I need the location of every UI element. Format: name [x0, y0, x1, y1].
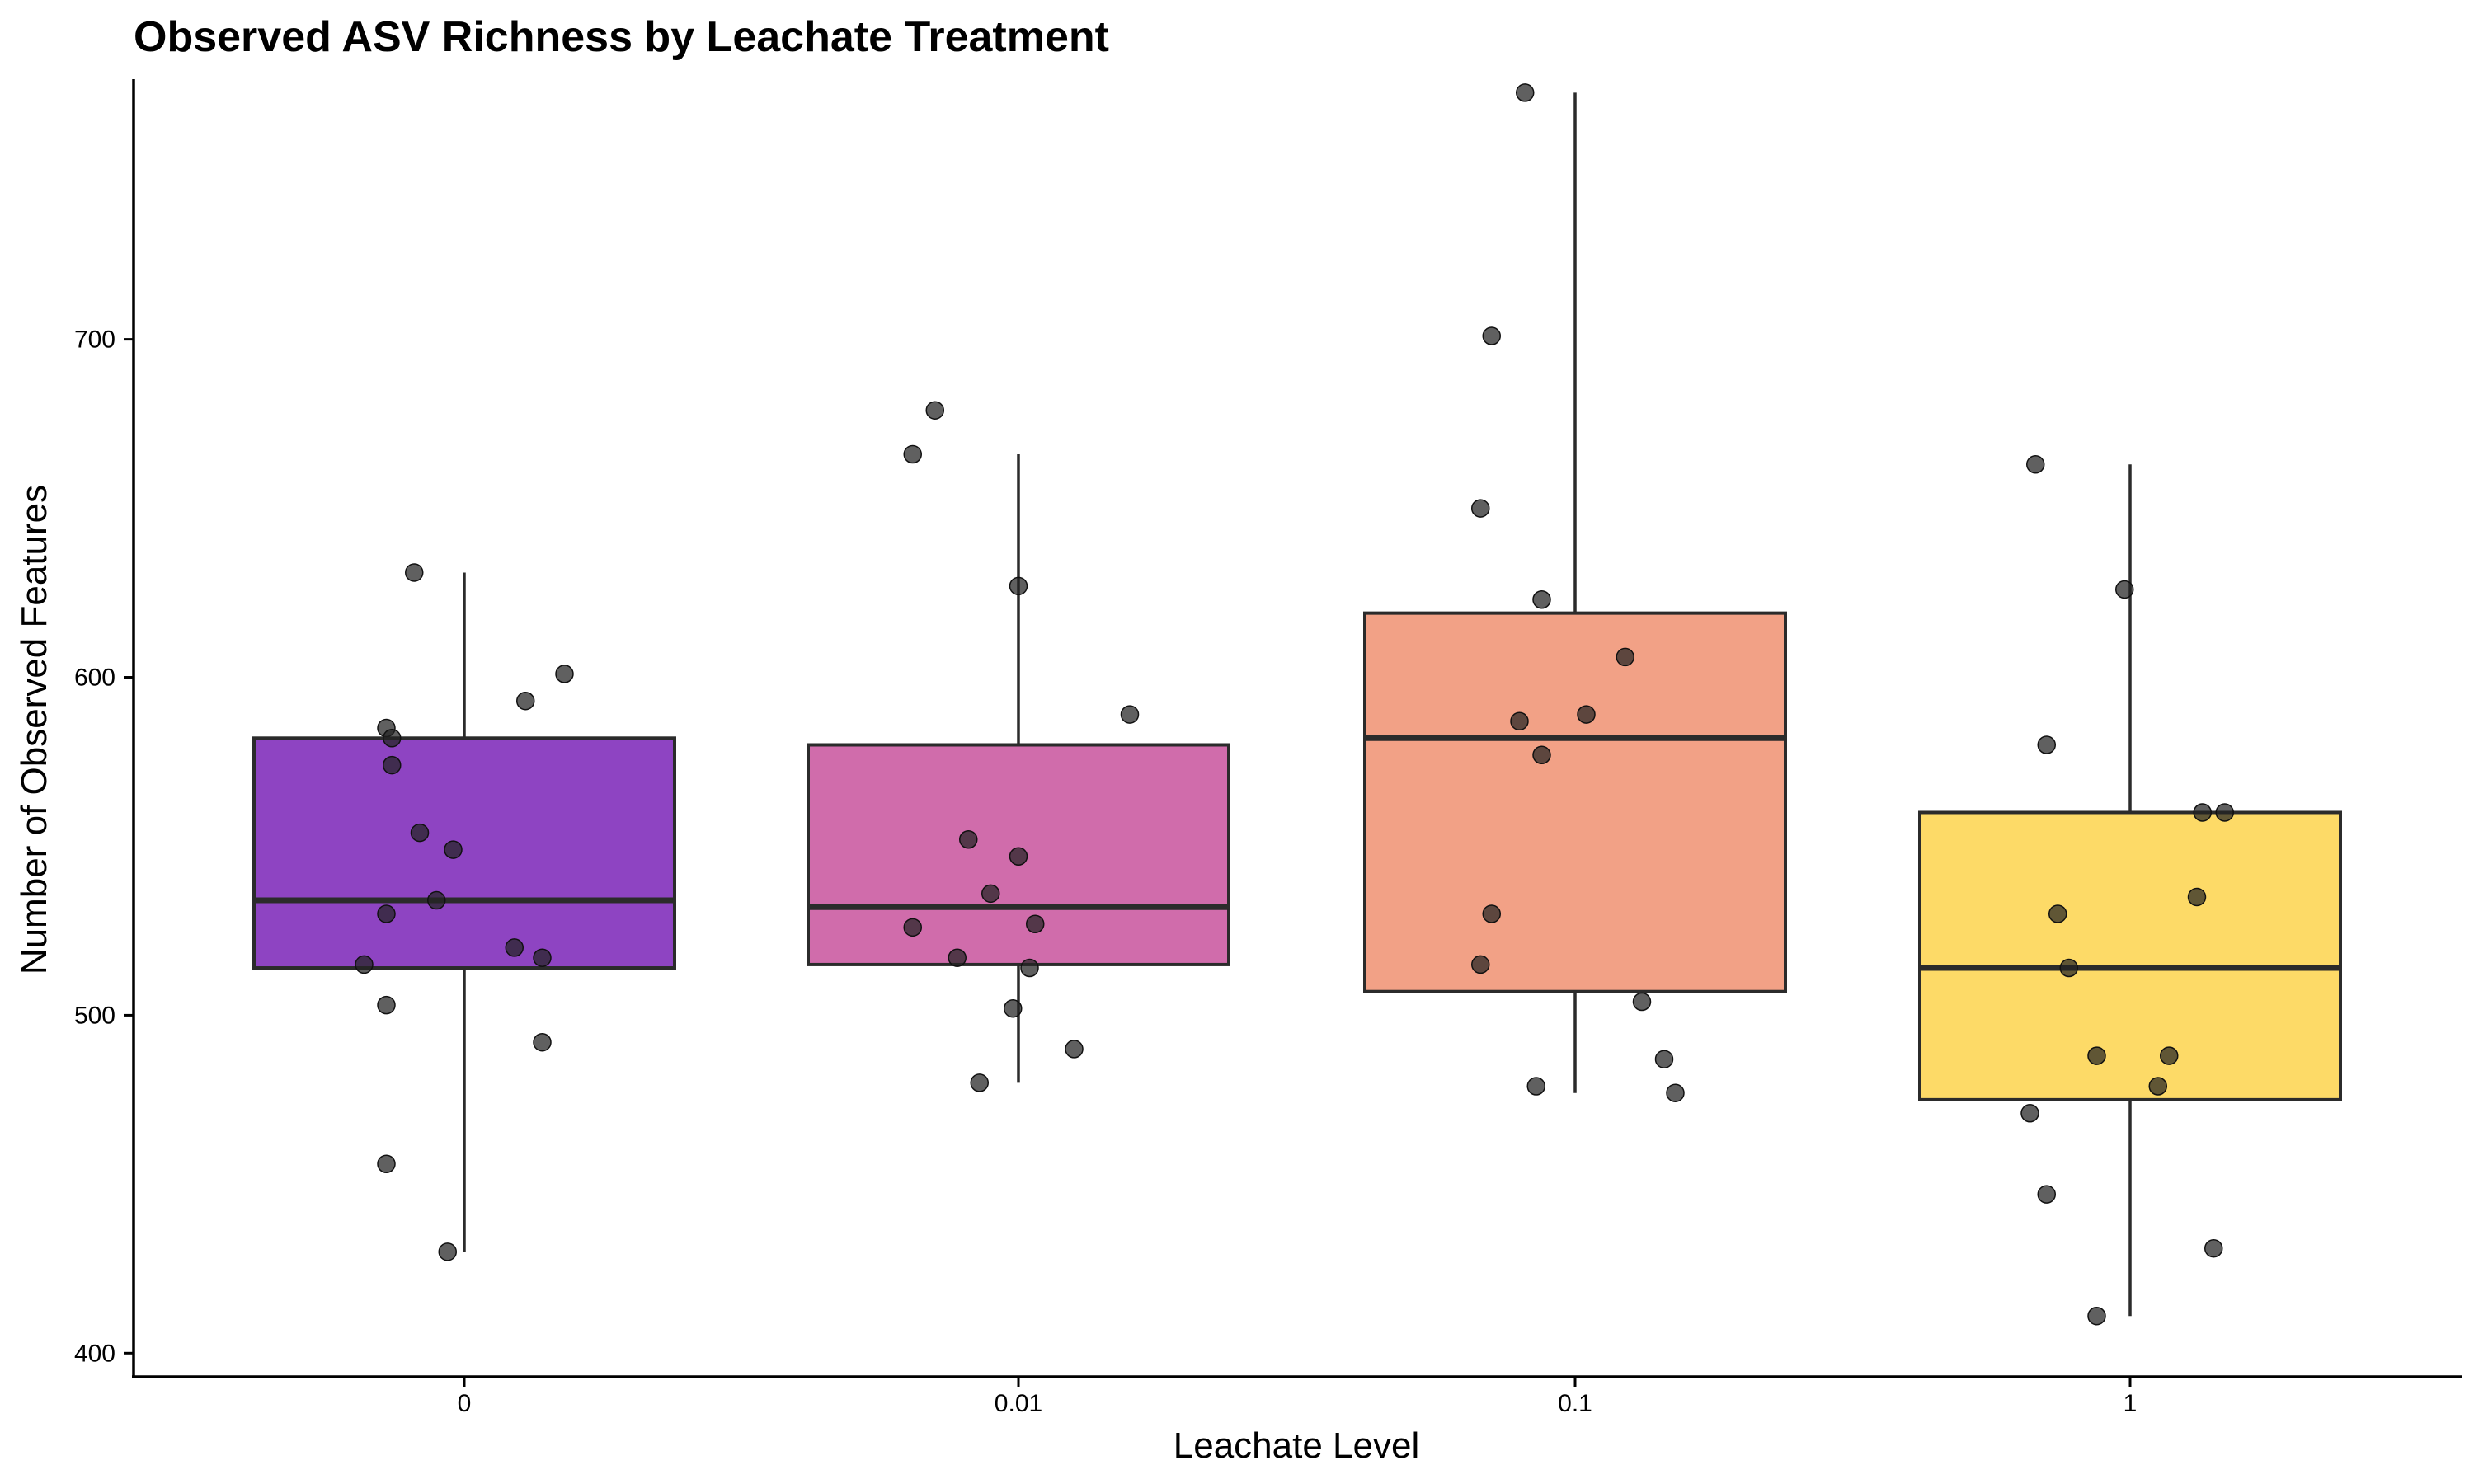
data-point-0-13 — [377, 995, 396, 1015]
data-point-0.01-9 — [948, 948, 967, 967]
data-point-1-10 — [2148, 1077, 2167, 1096]
y-tick-label-500: 500 — [74, 1002, 115, 1029]
data-point-0.1-0 — [1516, 83, 1535, 102]
data-point-0-10 — [505, 938, 524, 957]
data-point-0.1-1 — [1482, 326, 1501, 345]
data-point-0.01-10 — [1020, 958, 1039, 978]
data-point-0.1-12 — [1526, 1077, 1545, 1096]
data-point-0-12 — [355, 955, 374, 974]
data-point-1-14 — [2087, 1306, 2106, 1326]
data-point-1-9 — [2160, 1046, 2179, 1065]
points-group-1 — [2020, 455, 2234, 1326]
points-group-0.01 — [903, 401, 1140, 1092]
data-point-1-1 — [2115, 580, 2134, 599]
data-point-0.01-2 — [1009, 576, 1028, 596]
data-point-0.1-2 — [1471, 499, 1490, 518]
data-point-0.1-8 — [1482, 904, 1501, 923]
x-tick-label-0.01: 0.01 — [995, 1390, 1042, 1417]
data-point-0-8 — [427, 890, 446, 910]
data-point-0.01-1 — [903, 444, 922, 464]
data-point-0-15 — [377, 1154, 396, 1174]
data-point-0.01-12 — [1065, 1040, 1084, 1059]
box-0 — [252, 736, 676, 970]
x-tick-label-0.1: 0.1 — [1558, 1390, 1592, 1417]
data-point-1-8 — [2087, 1046, 2106, 1065]
data-point-0-7 — [444, 840, 463, 859]
data-point-1-0 — [2026, 455, 2045, 474]
data-point-0-14 — [533, 1032, 552, 1052]
y-tick-label-700: 700 — [74, 326, 115, 354]
x-axis-title: Leachate Level — [1174, 1425, 1419, 1466]
y-axis-title: Number of Observed Features — [14, 485, 54, 974]
data-point-0.01-4 — [959, 830, 978, 849]
points-group-0.1 — [1471, 83, 1685, 1102]
data-point-1-4 — [2215, 803, 2234, 822]
data-point-0.1-11 — [1654, 1050, 1674, 1068]
data-point-0.01-11 — [1004, 998, 1023, 1018]
plot-area — [252, 83, 2342, 1326]
x-tick-label-1: 1 — [2124, 1390, 2138, 1417]
data-point-0-9 — [377, 904, 396, 923]
data-point-0.1-9 — [1471, 955, 1490, 974]
data-point-0-11 — [533, 948, 552, 967]
points-group-0 — [355, 563, 574, 1261]
data-point-0.01-13 — [970, 1073, 989, 1092]
data-point-0.1-7 — [1532, 745, 1551, 765]
data-point-0-1 — [555, 665, 574, 683]
data-point-1-2 — [2037, 735, 2056, 754]
box-group-0.01 — [807, 453, 1230, 1083]
box-group-0 — [252, 572, 676, 1252]
data-point-0-2 — [516, 691, 535, 711]
data-point-1-13 — [2204, 1238, 2223, 1258]
x-axis-ticks: 0 0.01 0.1 1 — [458, 1377, 2138, 1417]
y-axis-ticks: 400 500 600 700 — [74, 326, 134, 1367]
data-point-1-6 — [2048, 904, 2067, 923]
data-point-0.1-13 — [1666, 1083, 1685, 1102]
data-point-0.1-6 — [1510, 711, 1529, 731]
data-point-0-5 — [383, 755, 402, 775]
data-point-0-16 — [438, 1242, 457, 1261]
y-tick-label-600: 600 — [74, 665, 115, 692]
data-point-1-11 — [2020, 1104, 2039, 1123]
data-point-0-0 — [405, 563, 424, 582]
data-point-1-5 — [2187, 887, 2207, 907]
chart-title: Observed ASV Richness by Leachate Treatm… — [134, 13, 1109, 61]
data-point-0.1-10 — [1632, 992, 1652, 1012]
data-point-0.01-8 — [903, 918, 922, 937]
y-tick-label-400: 400 — [74, 1340, 115, 1367]
data-point-1-7 — [2059, 958, 2078, 978]
data-point-0.01-3 — [1120, 705, 1140, 724]
data-point-0.1-4 — [1616, 647, 1634, 667]
data-point-1-3 — [2193, 803, 2212, 822]
data-point-0.1-3 — [1532, 589, 1551, 609]
data-point-0.1-5 — [1577, 705, 1596, 724]
data-point-0.01-6 — [981, 884, 1000, 904]
box-group-1 — [1918, 464, 2342, 1317]
data-point-0-4 — [383, 729, 402, 748]
data-point-0.01-7 — [1026, 914, 1045, 933]
box-1 — [1918, 810, 2342, 1101]
data-point-1-12 — [2037, 1185, 2056, 1204]
x-tick-label-0: 0 — [458, 1390, 472, 1417]
data-point-0.01-5 — [1009, 847, 1028, 866]
data-point-0-6 — [410, 823, 430, 843]
data-point-0.01-0 — [925, 401, 944, 420]
box-group-0.1 — [1363, 92, 1787, 1093]
box-0.1 — [1363, 611, 1787, 993]
